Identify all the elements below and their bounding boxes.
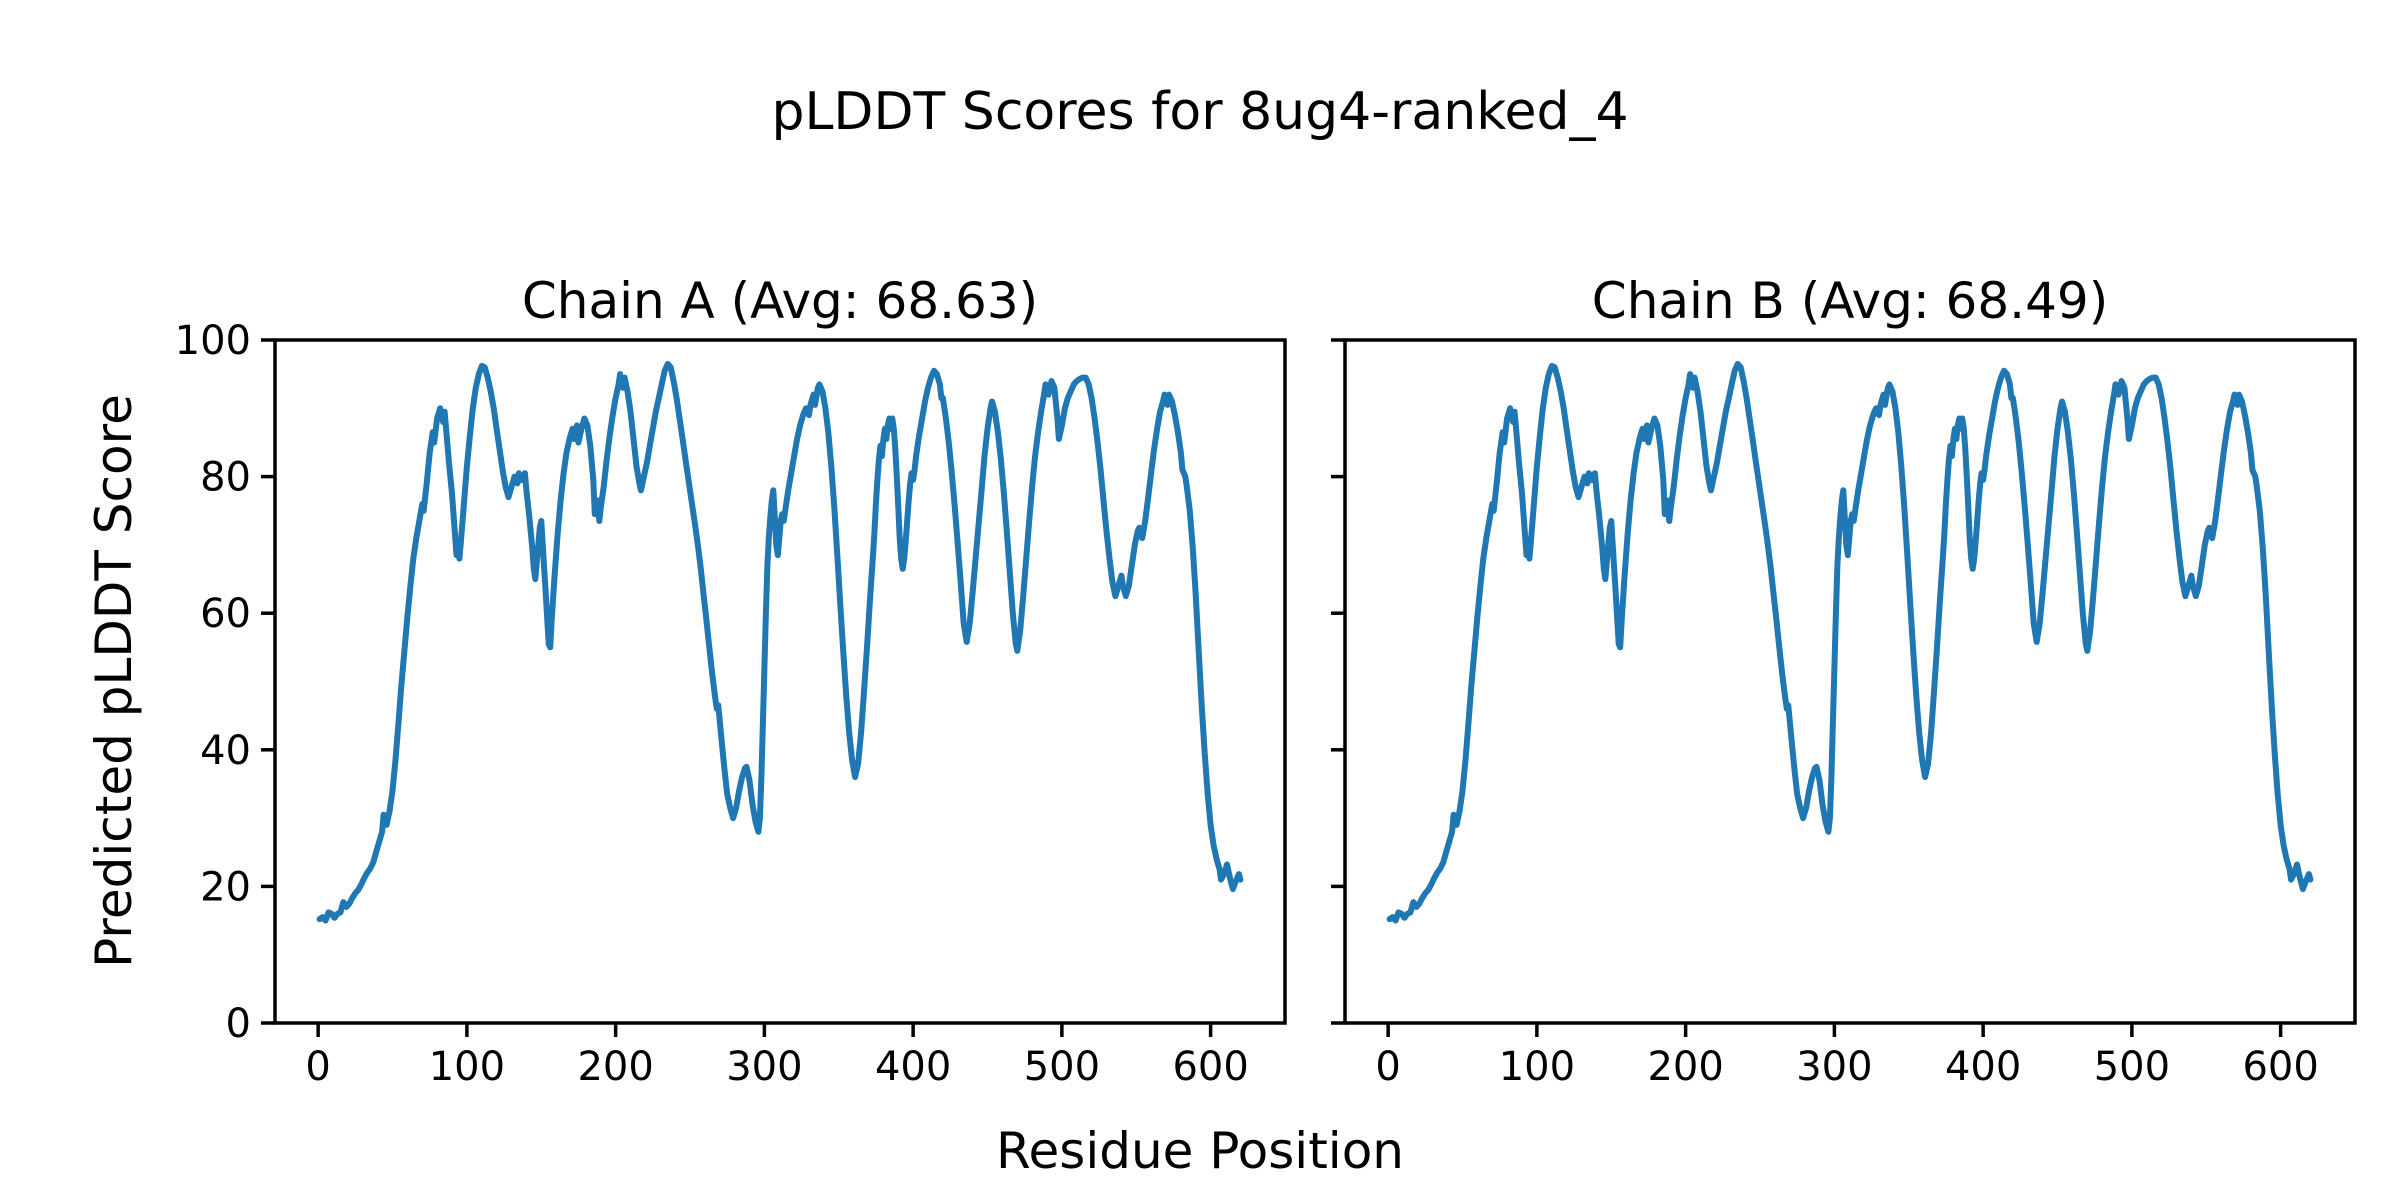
x-tick-label: 200 <box>577 1044 653 1090</box>
chain-a-subplot-title: Chain A (Avg: 68.63) <box>521 272 1039 330</box>
x-tick-label: 100 <box>429 1044 505 1090</box>
y-axis-label: Predicted pLDDT Score <box>85 394 143 968</box>
y-tick-label: 100 <box>175 318 251 364</box>
x-tick-label: 300 <box>1796 1044 1872 1090</box>
x-tick-label: 500 <box>2094 1044 2170 1090</box>
x-tick-label: 400 <box>1945 1044 2021 1090</box>
chain-b-line-chart: 0 100 200 300 400 500 600 <box>1331 338 2357 1090</box>
x-tick-label: 0 <box>305 1044 330 1090</box>
x-tick-label: 600 <box>1172 1044 1248 1090</box>
y-tick-label: 20 <box>200 864 251 910</box>
x-tick-label: 400 <box>875 1044 951 1090</box>
plddt-line <box>316 360 1244 924</box>
axes-frame <box>273 338 1287 1025</box>
y-tick-label: 60 <box>200 591 251 637</box>
x-tick-label: 100 <box>1499 1044 1575 1090</box>
x-tick-label: 500 <box>1024 1044 1100 1090</box>
plddt-line <box>1386 360 2314 924</box>
x-tick-label: 200 <box>1647 1044 1723 1090</box>
y-tick-label: 80 <box>200 455 251 501</box>
x-tick-label: 300 <box>726 1044 802 1090</box>
x-axis-label: Residue Position <box>996 1122 1404 1180</box>
y-tick-label: 40 <box>200 728 251 774</box>
chain-b-subplot-title: Chain B (Avg: 68.49) <box>1591 272 2109 330</box>
figure-title: pLDDT Scores for 8ug4-ranked_4 <box>771 82 1629 142</box>
x-tick-label: 600 <box>2242 1044 2318 1090</box>
x-tick-label: 0 <box>1375 1044 1400 1090</box>
chain-a-line-chart: 0 100 200 300 400 500 600 0 20 40 60 80 100 <box>175 318 1287 1090</box>
y-tick-label: 0 <box>226 1001 251 1047</box>
axes-frame <box>1343 338 2357 1025</box>
